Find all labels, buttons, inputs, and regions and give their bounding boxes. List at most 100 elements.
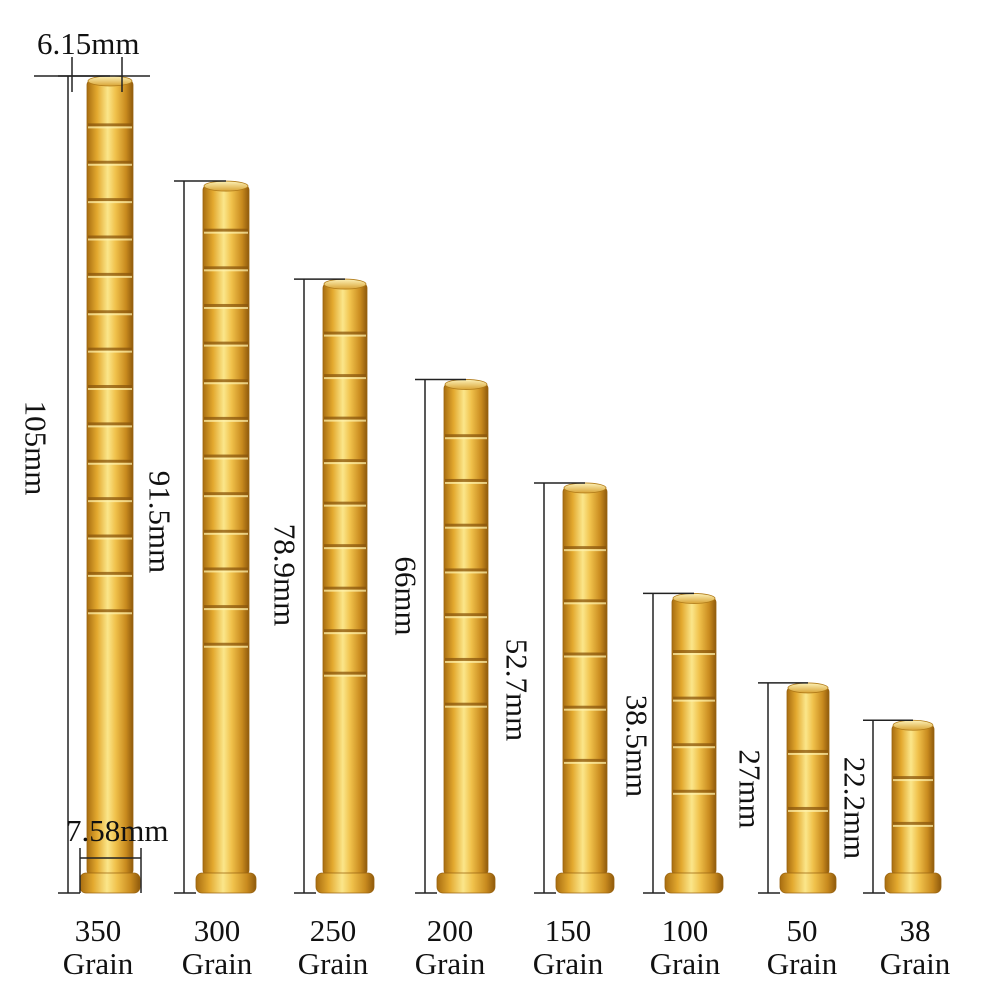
insert-cap — [563, 482, 607, 494]
grain-unit: Grain — [414, 946, 486, 981]
grain-unit: Grain — [649, 946, 721, 981]
insert-groove-highlight — [564, 655, 606, 658]
insert-groove — [324, 629, 366, 633]
insert-shaft — [443, 383, 489, 876]
insert-groove-highlight — [204, 495, 248, 498]
insert-150 — [555, 482, 615, 894]
insert-groove — [204, 266, 248, 270]
insert-groove — [324, 501, 366, 505]
insert-250 — [315, 278, 375, 894]
grain-unit: Grain — [297, 946, 369, 981]
insert-groove-highlight — [324, 419, 366, 422]
insert-groove — [564, 599, 606, 603]
insert-groove — [204, 228, 248, 232]
insert-flange — [315, 872, 375, 894]
insert-groove — [324, 374, 366, 378]
insert-shaft — [786, 686, 830, 876]
insert-groove-highlight — [204, 457, 248, 460]
insert-groove-highlight — [204, 231, 248, 234]
grain-value: 250 — [309, 913, 357, 948]
insert-shaft — [322, 282, 368, 876]
insert-groove — [88, 310, 132, 314]
insert-groove — [324, 416, 366, 420]
insert-groove-highlight — [893, 779, 933, 782]
insert-300 — [195, 180, 257, 894]
insert-groove — [673, 743, 715, 747]
insert-groove-highlight — [564, 708, 606, 711]
insert-groove-highlight — [204, 306, 248, 309]
insert-groove — [204, 379, 248, 383]
bottom-diameter-label: 7.58mm — [66, 813, 169, 848]
insert-groove-highlight — [564, 761, 606, 764]
grain-unit: Grain — [62, 946, 134, 981]
insert-groove-highlight — [204, 382, 248, 385]
insert-groove-highlight — [445, 705, 487, 708]
length-label-50: 27mm — [732, 749, 768, 829]
insert-shaft — [891, 723, 935, 876]
dimension-line-300 — [174, 180, 226, 894]
insert-groove — [445, 613, 487, 617]
grain-value: 50 — [786, 913, 818, 948]
insert-groove — [204, 416, 248, 420]
grain-label-300: 300 Grain — [157, 914, 277, 980]
insert-groove-highlight — [204, 645, 248, 648]
insert-groove-highlight — [673, 653, 715, 656]
insert-groove — [204, 492, 248, 496]
insert-groove-highlight — [788, 752, 828, 755]
insert-groove-highlight — [204, 419, 248, 422]
insert-groove — [204, 454, 248, 458]
insert-200 — [436, 379, 496, 894]
grain-label-50: 50 Grain — [742, 914, 862, 980]
grain-label-150: 150 Grain — [508, 914, 628, 980]
insert-groove-highlight — [673, 792, 715, 795]
insert-flange — [555, 872, 615, 894]
insert-groove — [88, 272, 132, 276]
insert-groove — [204, 529, 248, 533]
grain-unit: Grain — [766, 946, 838, 981]
insert-groove — [564, 758, 606, 762]
insert-groove — [324, 671, 366, 675]
insert-groove-highlight — [204, 532, 248, 535]
insert-groove — [788, 806, 828, 810]
insert-shaft — [671, 597, 717, 876]
insert-groove — [893, 776, 933, 780]
insert-38 — [884, 719, 942, 894]
grain-label-350: 350 Grain — [38, 914, 158, 980]
insert-groove — [445, 568, 487, 572]
insert-groove-highlight — [564, 549, 606, 552]
insert-groove — [445, 657, 487, 661]
insert-groove-highlight — [324, 632, 366, 635]
length-label-350: 105mm — [18, 400, 54, 496]
insert-cap — [203, 180, 249, 192]
insert-groove — [204, 605, 248, 609]
length-label-300: 91.5mm — [142, 470, 178, 574]
insert-groove — [88, 123, 132, 127]
top-diameter-label: 6.15mm — [37, 26, 140, 61]
insert-groove-highlight — [324, 462, 366, 465]
length-label-200: 66mm — [388, 556, 424, 636]
insert-groove-highlight — [204, 608, 248, 611]
grain-value: 200 — [426, 913, 474, 948]
insert-groove-highlight — [88, 537, 132, 540]
insert-groove — [88, 422, 132, 426]
insert-groove — [324, 459, 366, 463]
insert-groove-highlight — [893, 824, 933, 827]
insert-cap — [87, 75, 133, 87]
insert-groove-highlight — [88, 612, 132, 615]
insert-groove — [88, 497, 132, 501]
length-label-100: 38.5mm — [619, 694, 655, 798]
dimension-line-38 — [863, 719, 913, 894]
grain-label-38: 38 Grain — [855, 914, 975, 980]
dimension-line-100 — [643, 592, 694, 894]
insert-groove-highlight — [788, 809, 828, 812]
insert-groove — [564, 652, 606, 656]
insert-groove — [204, 341, 248, 345]
insert-groove-highlight — [88, 126, 132, 129]
insert-groove-highlight — [445, 571, 487, 574]
insert-groove-highlight — [204, 269, 248, 272]
insert-groove-highlight — [88, 313, 132, 316]
insert-groove — [204, 567, 248, 571]
insert-groove — [445, 478, 487, 482]
insert-cap — [323, 278, 367, 290]
